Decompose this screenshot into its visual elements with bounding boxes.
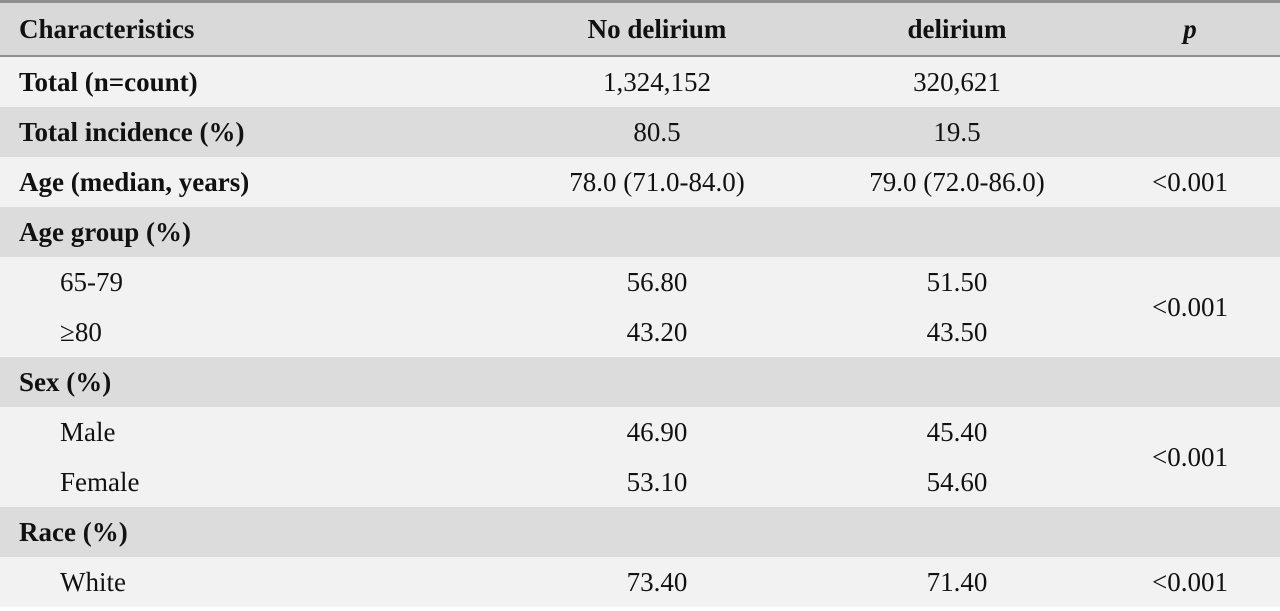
- table-row-age-group-heading: Age group (%): [0, 207, 1280, 257]
- no-delirium-value: 80.5: [633, 116, 681, 147]
- table-row-total: Total (n=count) 1,324,152 320,621: [0, 57, 1280, 107]
- age-group-block: 65-79 56.80 51.50 ≥80 43.20 43.50 <0.001: [0, 257, 1280, 357]
- p-value: <0.001: [1152, 291, 1228, 322]
- table-row-female: Female 53.10 54.60: [0, 457, 1280, 507]
- p-value: <0.001: [1152, 166, 1228, 197]
- row-label: ≥80: [60, 316, 102, 347]
- table-header-row: Characteristics No delirium delirium p: [0, 3, 1280, 57]
- no-delirium-value: 78.0 (71.0-84.0): [569, 166, 745, 197]
- no-delirium-value: 73.40: [626, 566, 688, 597]
- row-label: White: [60, 566, 126, 597]
- delirium-value: 19.5: [933, 116, 981, 147]
- header-delirium: delirium: [907, 13, 1007, 44]
- delirium-value: 54.60: [926, 466, 988, 497]
- header-p-value: p: [1183, 13, 1197, 44]
- delirium-value: 71.40: [926, 566, 988, 597]
- no-delirium-value: 1,324,152: [603, 66, 711, 97]
- section-label: Sex (%): [19, 366, 112, 397]
- row-label: 65-79: [60, 266, 123, 297]
- no-delirium-value: 46.90: [626, 416, 688, 447]
- sex-block: Male 46.90 45.40 Female 53.10 54.60 <0.0…: [0, 407, 1280, 507]
- p-value: <0.001: [1152, 566, 1228, 597]
- table-row-sex-heading: Sex (%): [0, 357, 1280, 407]
- table-row-age-65-79: 65-79 56.80 51.50: [0, 257, 1280, 307]
- delirium-value: 79.0 (72.0-86.0): [869, 166, 1045, 197]
- table-row-age-80-plus: ≥80 43.20 43.50: [0, 307, 1280, 357]
- p-value: <0.001: [1152, 441, 1228, 472]
- delirium-value: 51.50: [926, 266, 988, 297]
- no-delirium-value: 56.80: [626, 266, 688, 297]
- table-row-male: Male 46.90 45.40: [0, 407, 1280, 457]
- table-row-incidence: Total incidence (%) 80.5 19.5: [0, 107, 1280, 157]
- table-row-age-median: Age (median, years) 78.0 (71.0-84.0) 79.…: [0, 157, 1280, 207]
- table-row-race-heading: Race (%): [0, 507, 1280, 557]
- delirium-value: 320,621: [913, 66, 1001, 97]
- delirium-value: 43.50: [926, 316, 988, 347]
- delirium-value: 45.40: [926, 416, 988, 447]
- row-label: Female: [60, 466, 140, 497]
- header-characteristics: Characteristics: [19, 13, 195, 44]
- row-label: Male: [60, 416, 116, 447]
- section-label: Age group (%): [19, 216, 191, 247]
- table-top-rule: [0, 0, 1280, 3]
- row-label: Age (median, years): [19, 166, 250, 197]
- section-label: Race (%): [19, 516, 128, 547]
- row-label: Total incidence (%): [19, 116, 245, 147]
- table-row-white: White 73.40 71.40 <0.001: [0, 557, 1280, 607]
- row-label: Total (n=count): [19, 66, 198, 97]
- no-delirium-value: 43.20: [626, 316, 688, 347]
- header-no-delirium: No delirium: [587, 13, 727, 44]
- no-delirium-value: 53.10: [626, 466, 688, 497]
